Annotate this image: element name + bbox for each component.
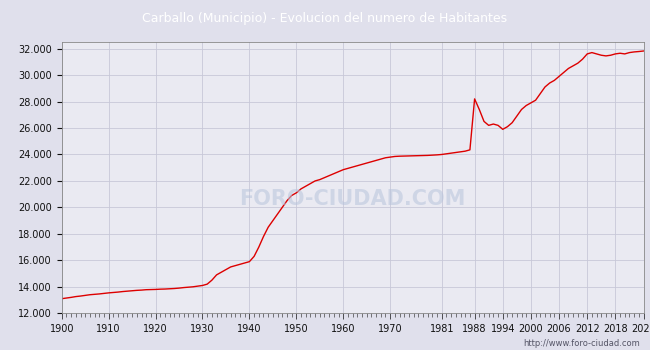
- Text: http://www.foro-ciudad.com: http://www.foro-ciudad.com: [523, 339, 640, 348]
- Text: Carballo (Municipio) - Evolucion del numero de Habitantes: Carballo (Municipio) - Evolucion del num…: [142, 12, 508, 25]
- Text: FORO-CIUDAD.COM: FORO-CIUDAD.COM: [239, 189, 466, 209]
